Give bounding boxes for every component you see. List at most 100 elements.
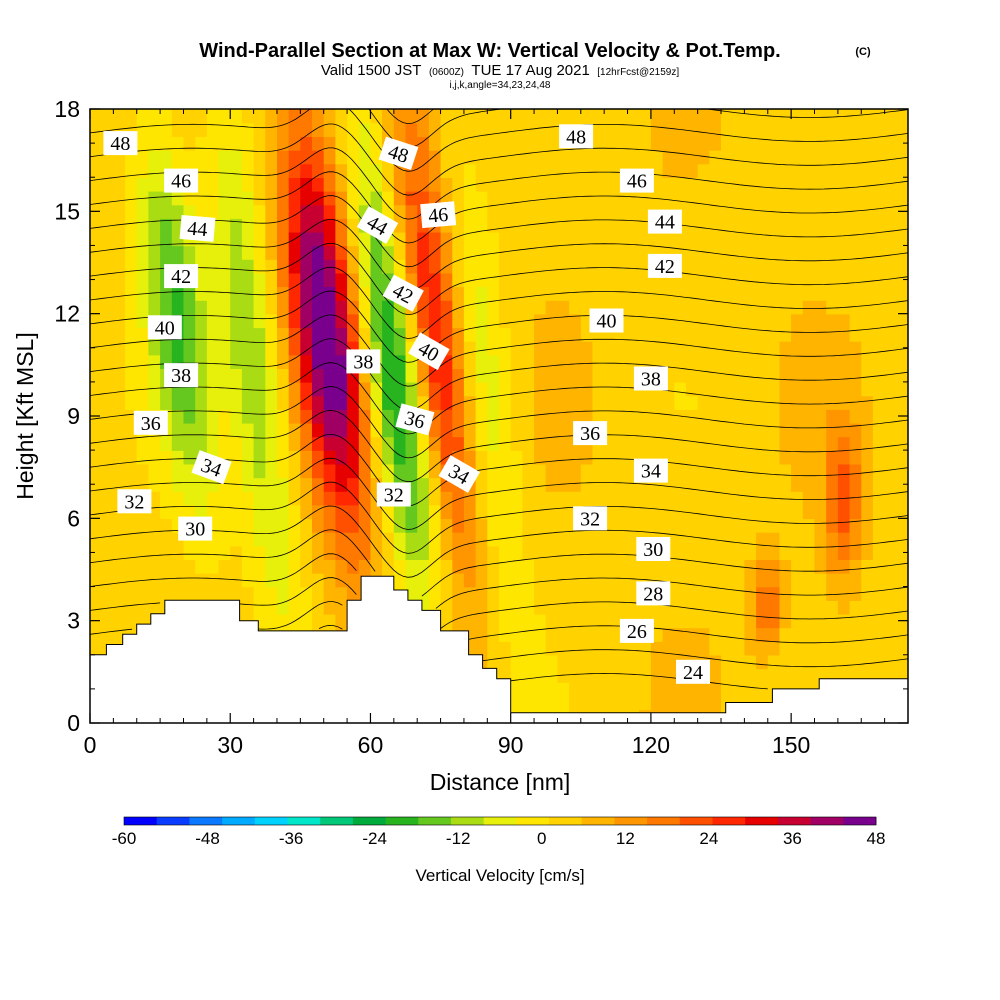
velocity-cell bbox=[323, 450, 337, 465]
velocity-cell bbox=[417, 245, 430, 260]
velocity-cell bbox=[744, 559, 757, 574]
velocity-cell bbox=[791, 504, 804, 520]
svg-text:32: 32 bbox=[384, 485, 404, 507]
velocity-cell bbox=[277, 149, 290, 165]
velocity-cell bbox=[171, 109, 185, 124]
velocity-cell bbox=[557, 518, 570, 533]
velocity-cell bbox=[872, 313, 886, 329]
velocity-cell bbox=[370, 177, 383, 192]
velocity-cell bbox=[791, 627, 804, 642]
velocity-cell bbox=[814, 586, 827, 601]
velocity-cell bbox=[265, 218, 278, 233]
velocity-cell bbox=[522, 695, 535, 711]
velocity-cell bbox=[896, 463, 908, 479]
velocity-cell bbox=[639, 682, 652, 697]
velocity-cell bbox=[405, 586, 418, 601]
velocity-cell bbox=[732, 109, 746, 124]
velocity-cell bbox=[265, 313, 278, 329]
velocity-cell bbox=[370, 245, 383, 260]
velocity-cell bbox=[136, 341, 150, 356]
velocity-cell bbox=[721, 245, 734, 260]
velocity-cell bbox=[510, 450, 524, 465]
velocity-cell bbox=[861, 641, 874, 656]
velocity-cell bbox=[171, 463, 185, 479]
theta-label: 42 bbox=[382, 274, 424, 312]
velocity-cell bbox=[802, 163, 816, 178]
velocity-cell bbox=[849, 586, 863, 601]
velocity-cell bbox=[814, 477, 827, 492]
velocity-cell bbox=[499, 122, 512, 137]
velocity-cell bbox=[358, 436, 372, 451]
velocity-cell bbox=[697, 641, 711, 656]
velocity-cell bbox=[861, 109, 874, 124]
velocity-cell bbox=[650, 109, 664, 124]
velocity-cell bbox=[510, 149, 524, 165]
velocity-cell bbox=[195, 572, 208, 588]
velocity-cell bbox=[872, 613, 886, 629]
velocity-cell bbox=[101, 259, 115, 274]
velocity-cell bbox=[277, 122, 290, 137]
velocity-cell bbox=[218, 149, 231, 165]
velocity-cell bbox=[721, 477, 734, 492]
velocity-cell bbox=[814, 190, 827, 206]
velocity-cell bbox=[487, 231, 500, 247]
velocity-cell bbox=[487, 477, 500, 492]
velocity-cell bbox=[639, 641, 652, 656]
velocity-cell bbox=[277, 313, 290, 329]
velocity-cell bbox=[405, 463, 418, 479]
velocity-cell bbox=[358, 149, 372, 165]
velocity-cell bbox=[732, 409, 746, 424]
velocity-cell bbox=[802, 627, 816, 642]
velocity-cell bbox=[463, 177, 477, 192]
colorbar-swatch bbox=[287, 817, 321, 825]
velocity-cell bbox=[463, 559, 477, 574]
velocity-cell bbox=[767, 122, 781, 137]
velocity-cell bbox=[417, 136, 430, 151]
velocity-cell bbox=[744, 341, 757, 356]
velocity-cell bbox=[534, 409, 547, 424]
velocity-cell bbox=[265, 409, 278, 424]
velocity-cell bbox=[428, 136, 442, 151]
velocity-cell bbox=[662, 695, 676, 711]
velocity-cell bbox=[697, 477, 711, 492]
velocity-cell bbox=[253, 109, 267, 124]
velocity-cell bbox=[265, 341, 278, 356]
velocity-cell bbox=[405, 204, 418, 219]
velocity-cell bbox=[195, 122, 208, 137]
velocity-cell bbox=[323, 436, 337, 451]
velocity-cell bbox=[288, 341, 302, 356]
velocity-cell bbox=[534, 368, 547, 383]
velocity-cell bbox=[662, 109, 676, 124]
velocity-cell bbox=[265, 300, 278, 315]
velocity-cell bbox=[475, 204, 489, 219]
velocity-cell bbox=[896, 163, 908, 178]
velocity-cell bbox=[662, 491, 676, 506]
velocity-cell bbox=[779, 572, 792, 588]
velocity-cell bbox=[674, 422, 687, 438]
velocity-cell bbox=[896, 327, 908, 342]
velocity-cell bbox=[592, 532, 605, 547]
velocity-cell bbox=[125, 231, 138, 247]
velocity-cell bbox=[487, 545, 500, 560]
velocity-cell bbox=[896, 477, 908, 492]
velocity-cell bbox=[861, 586, 874, 601]
velocity-cell bbox=[826, 259, 839, 274]
velocity-cell bbox=[580, 409, 594, 424]
velocity-cell bbox=[604, 532, 617, 547]
velocity-cell bbox=[265, 122, 278, 137]
svg-text:24: 24 bbox=[683, 662, 703, 684]
velocity-cell bbox=[861, 313, 874, 329]
subtitle-valid-time: Valid 1500 JST bbox=[321, 62, 422, 79]
velocity-cell bbox=[709, 327, 722, 342]
velocity-cell bbox=[265, 532, 278, 547]
velocity-cell bbox=[884, 109, 898, 124]
velocity-cell bbox=[580, 395, 594, 410]
velocity-cell bbox=[604, 463, 617, 479]
velocity-cell bbox=[206, 559, 220, 574]
velocity-cell bbox=[277, 463, 290, 479]
velocity-cell bbox=[288, 149, 302, 165]
velocity-cell bbox=[522, 136, 535, 151]
velocity-cell bbox=[463, 231, 477, 247]
velocity-cell bbox=[358, 109, 372, 124]
theta-contour bbox=[90, 147, 908, 220]
